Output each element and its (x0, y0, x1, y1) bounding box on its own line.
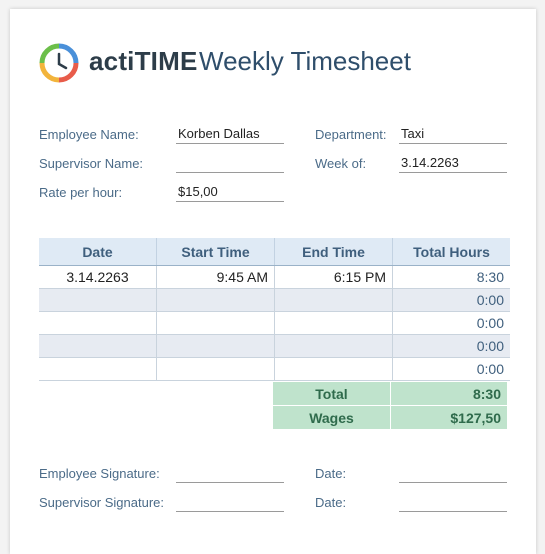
date-cell[interactable] (39, 288, 157, 312)
date-cell[interactable]: 3.14.2263 (39, 265, 157, 289)
total-hours-cell: 0:00 (392, 288, 510, 312)
start-time-cell[interactable] (156, 288, 275, 312)
clock-icon (39, 43, 79, 83)
table-row: 0:00 (39, 311, 510, 335)
employee-date-field[interactable] (399, 465, 507, 483)
supervisor-signature-field[interactable] (176, 494, 284, 512)
end-time-cell[interactable] (274, 288, 393, 312)
page-title: Weekly Timesheet (199, 46, 411, 76)
start-time-cell[interactable] (156, 334, 275, 358)
total-row: Total 8:30 (273, 382, 507, 406)
brand-name: actiTIME (89, 46, 198, 76)
table-row: 0:00 (39, 288, 510, 312)
supervisor-date-field[interactable] (399, 494, 507, 512)
date-cell[interactable] (39, 334, 157, 358)
date-cell[interactable] (39, 357, 157, 381)
end-time-cell[interactable] (274, 311, 393, 335)
table-header-row: Date Start Time End Time Total Hours (39, 238, 510, 266)
total-hours-cell: 0:00 (392, 311, 510, 335)
employee-signature-field[interactable] (176, 465, 284, 483)
start-time-cell[interactable] (156, 311, 275, 335)
timesheet-sheet: actiTIME Weekly Timesheet Employee Name:… (10, 9, 536, 554)
employee-name-label: Employee Name: (39, 127, 139, 142)
table-row: 0:00 (39, 357, 510, 381)
end-time-cell[interactable]: 6:15 PM (274, 265, 393, 289)
employee-signature-label: Employee Signature: (39, 466, 160, 481)
week-field[interactable]: 3.14.2263 (399, 155, 507, 173)
supervisor-name-field[interactable] (176, 155, 284, 173)
supervisor-signature-label: Supervisor Signature: (39, 495, 165, 510)
employee-date-label: Date: (315, 466, 347, 481)
timesheet-table: Date Start Time End Time Total Hours 3.1… (39, 238, 510, 381)
column-header: Start Time (156, 238, 275, 266)
supervisor-name-label: Supervisor Name: (39, 156, 144, 171)
wages-row: Wages $127,50 (273, 406, 507, 429)
week-label: Week of: (315, 156, 367, 171)
total-hours-cell: 8:30 (392, 265, 510, 289)
department-field[interactable]: Taxi (399, 126, 507, 144)
employee-name-field[interactable]: Korben Dallas (176, 126, 284, 144)
wages-value: $127,50 (391, 406, 507, 429)
department-label: Department: (315, 127, 387, 142)
start-time-cell[interactable] (156, 357, 275, 381)
table-row: 3.14.2263 9:45 AM 6:15 PM 8:30 (39, 265, 510, 289)
column-header: Date (39, 238, 157, 266)
column-header: Total Hours (392, 238, 510, 266)
total-label: Total (273, 382, 391, 405)
supervisor-date-label: Date: (315, 495, 347, 510)
total-hours-cell: 0:00 (392, 334, 510, 358)
table-row: 0:00 (39, 334, 510, 358)
end-time-cell[interactable] (274, 334, 393, 358)
wages-label: Wages (273, 406, 391, 429)
column-header: End Time (274, 238, 393, 266)
date-cell[interactable] (39, 311, 157, 335)
start-time-cell[interactable]: 9:45 AM (156, 265, 275, 289)
total-value: 8:30 (391, 382, 507, 405)
end-time-cell[interactable] (274, 357, 393, 381)
total-hours-cell: 0:00 (392, 357, 510, 381)
rate-label: Rate per hour: (39, 185, 123, 200)
rate-field[interactable]: $15,00 (176, 184, 284, 202)
